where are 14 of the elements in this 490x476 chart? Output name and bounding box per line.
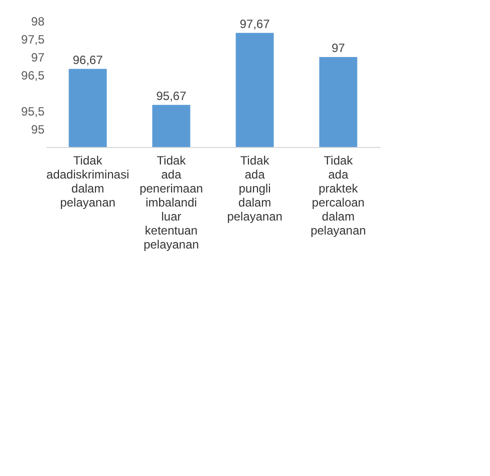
y-tick-label: 96,5 <box>21 68 45 82</box>
y-tick-label: 95 <box>31 122 45 136</box>
x-tick-label: Tidak ada praktek percaloan dalam pelayanan <box>310 154 366 238</box>
x-tick-label: Tidak adadiskriminasi dalam pelayanan <box>46 154 130 210</box>
x-tick-label: Tidak ada pungli dalam pelayanan <box>227 154 282 224</box>
data-label: 97,67 <box>240 16 270 31</box>
y-tick-label: 97,5 <box>21 32 45 46</box>
y-tick-label: 97 <box>31 50 45 64</box>
data-label: 97 <box>332 41 346 55</box>
y-tick-label: 95,5 <box>21 104 45 118</box>
data-label: 96,67 <box>72 52 104 67</box>
y-tick-label: 98 <box>31 14 45 28</box>
x-tick-label: Tidak ada penerimaan imbalandi luar ketentuan pelayanan <box>140 154 203 252</box>
data-label: 95,67 <box>156 88 187 103</box>
